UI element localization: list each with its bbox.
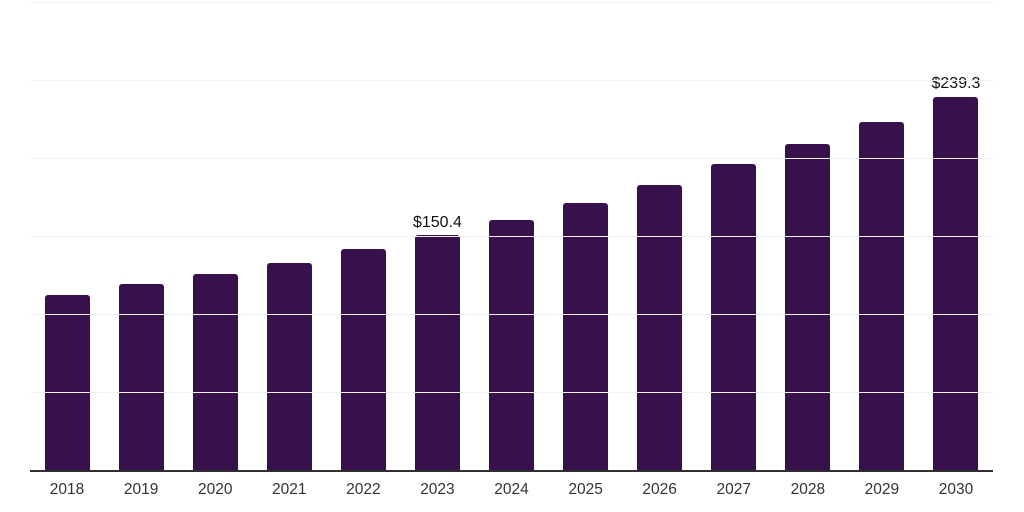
bar-slot-2026 <box>623 2 697 470</box>
bar-2027[interactable] <box>711 163 757 470</box>
x-axis-labels: 2018 2019 2020 2021 2022 2023 2024 2025 2026 2027… <box>30 480 993 500</box>
bar-slot-2027 <box>697 2 771 470</box>
x-axis-label-2025: 2025 <box>568 481 603 498</box>
bar-slot-2018 <box>30 2 104 470</box>
x-axis-label-2018: 2018 <box>49 481 85 498</box>
x-axis-label-2028: 2028 <box>790 481 826 498</box>
x-axis-label-2029: 2029 <box>864 481 900 498</box>
bars-row: $150.4 $239.3 <box>30 2 993 470</box>
bar-slot-2023: $150.4 <box>400 2 474 470</box>
x-axis-label-2021: 2021 <box>272 481 307 498</box>
bar-slot-2029 <box>845 2 919 470</box>
x-axis-label-2027: 2027 <box>716 481 751 498</box>
bar-slot-2019 <box>104 2 178 470</box>
bar-2022[interactable] <box>340 248 386 470</box>
x-axis-label-2022: 2022 <box>346 481 381 498</box>
x-axis-label-2019: 2019 <box>123 481 159 498</box>
bar-data-label-2030: $239.3 <box>931 75 981 93</box>
bar-2030[interactable] <box>933 96 979 470</box>
x-axis-label-2020: 2020 <box>197 481 233 498</box>
bar-2026[interactable] <box>637 184 683 470</box>
x-axis-label-2023: 2023 <box>420 481 455 498</box>
gridline <box>30 236 993 237</box>
x-axis-label-2026: 2026 <box>642 481 677 498</box>
bar-2020[interactable] <box>192 273 238 470</box>
gridline <box>30 80 993 81</box>
gridline <box>30 158 993 160</box>
bar-slot-2022 <box>326 2 400 470</box>
bar-slot-2024 <box>474 2 548 470</box>
bar-2024[interactable] <box>489 219 534 470</box>
gridline <box>30 392 993 394</box>
gridline <box>30 314 993 316</box>
plot-area: $150.4 $239.3 <box>30 2 993 472</box>
bar-2023[interactable] <box>414 235 460 470</box>
bar-2019[interactable] <box>118 284 164 470</box>
bar-data-label-2023: $150.4 <box>412 213 462 231</box>
bar-2029[interactable] <box>859 121 905 470</box>
bar-slot-2025 <box>549 2 623 470</box>
bar-2018[interactable] <box>44 294 90 470</box>
bar-2025[interactable] <box>563 202 609 470</box>
bar-slot-2021 <box>252 2 326 470</box>
bar-slot-2020 <box>178 2 252 470</box>
x-axis-label-2030: 2030 <box>938 481 974 498</box>
bar-slot-2028 <box>771 2 845 470</box>
bar-2028[interactable] <box>785 143 831 470</box>
bar-2021[interactable] <box>266 262 312 470</box>
gridline <box>30 2 993 3</box>
x-axis-label-2024: 2024 <box>494 481 529 498</box>
